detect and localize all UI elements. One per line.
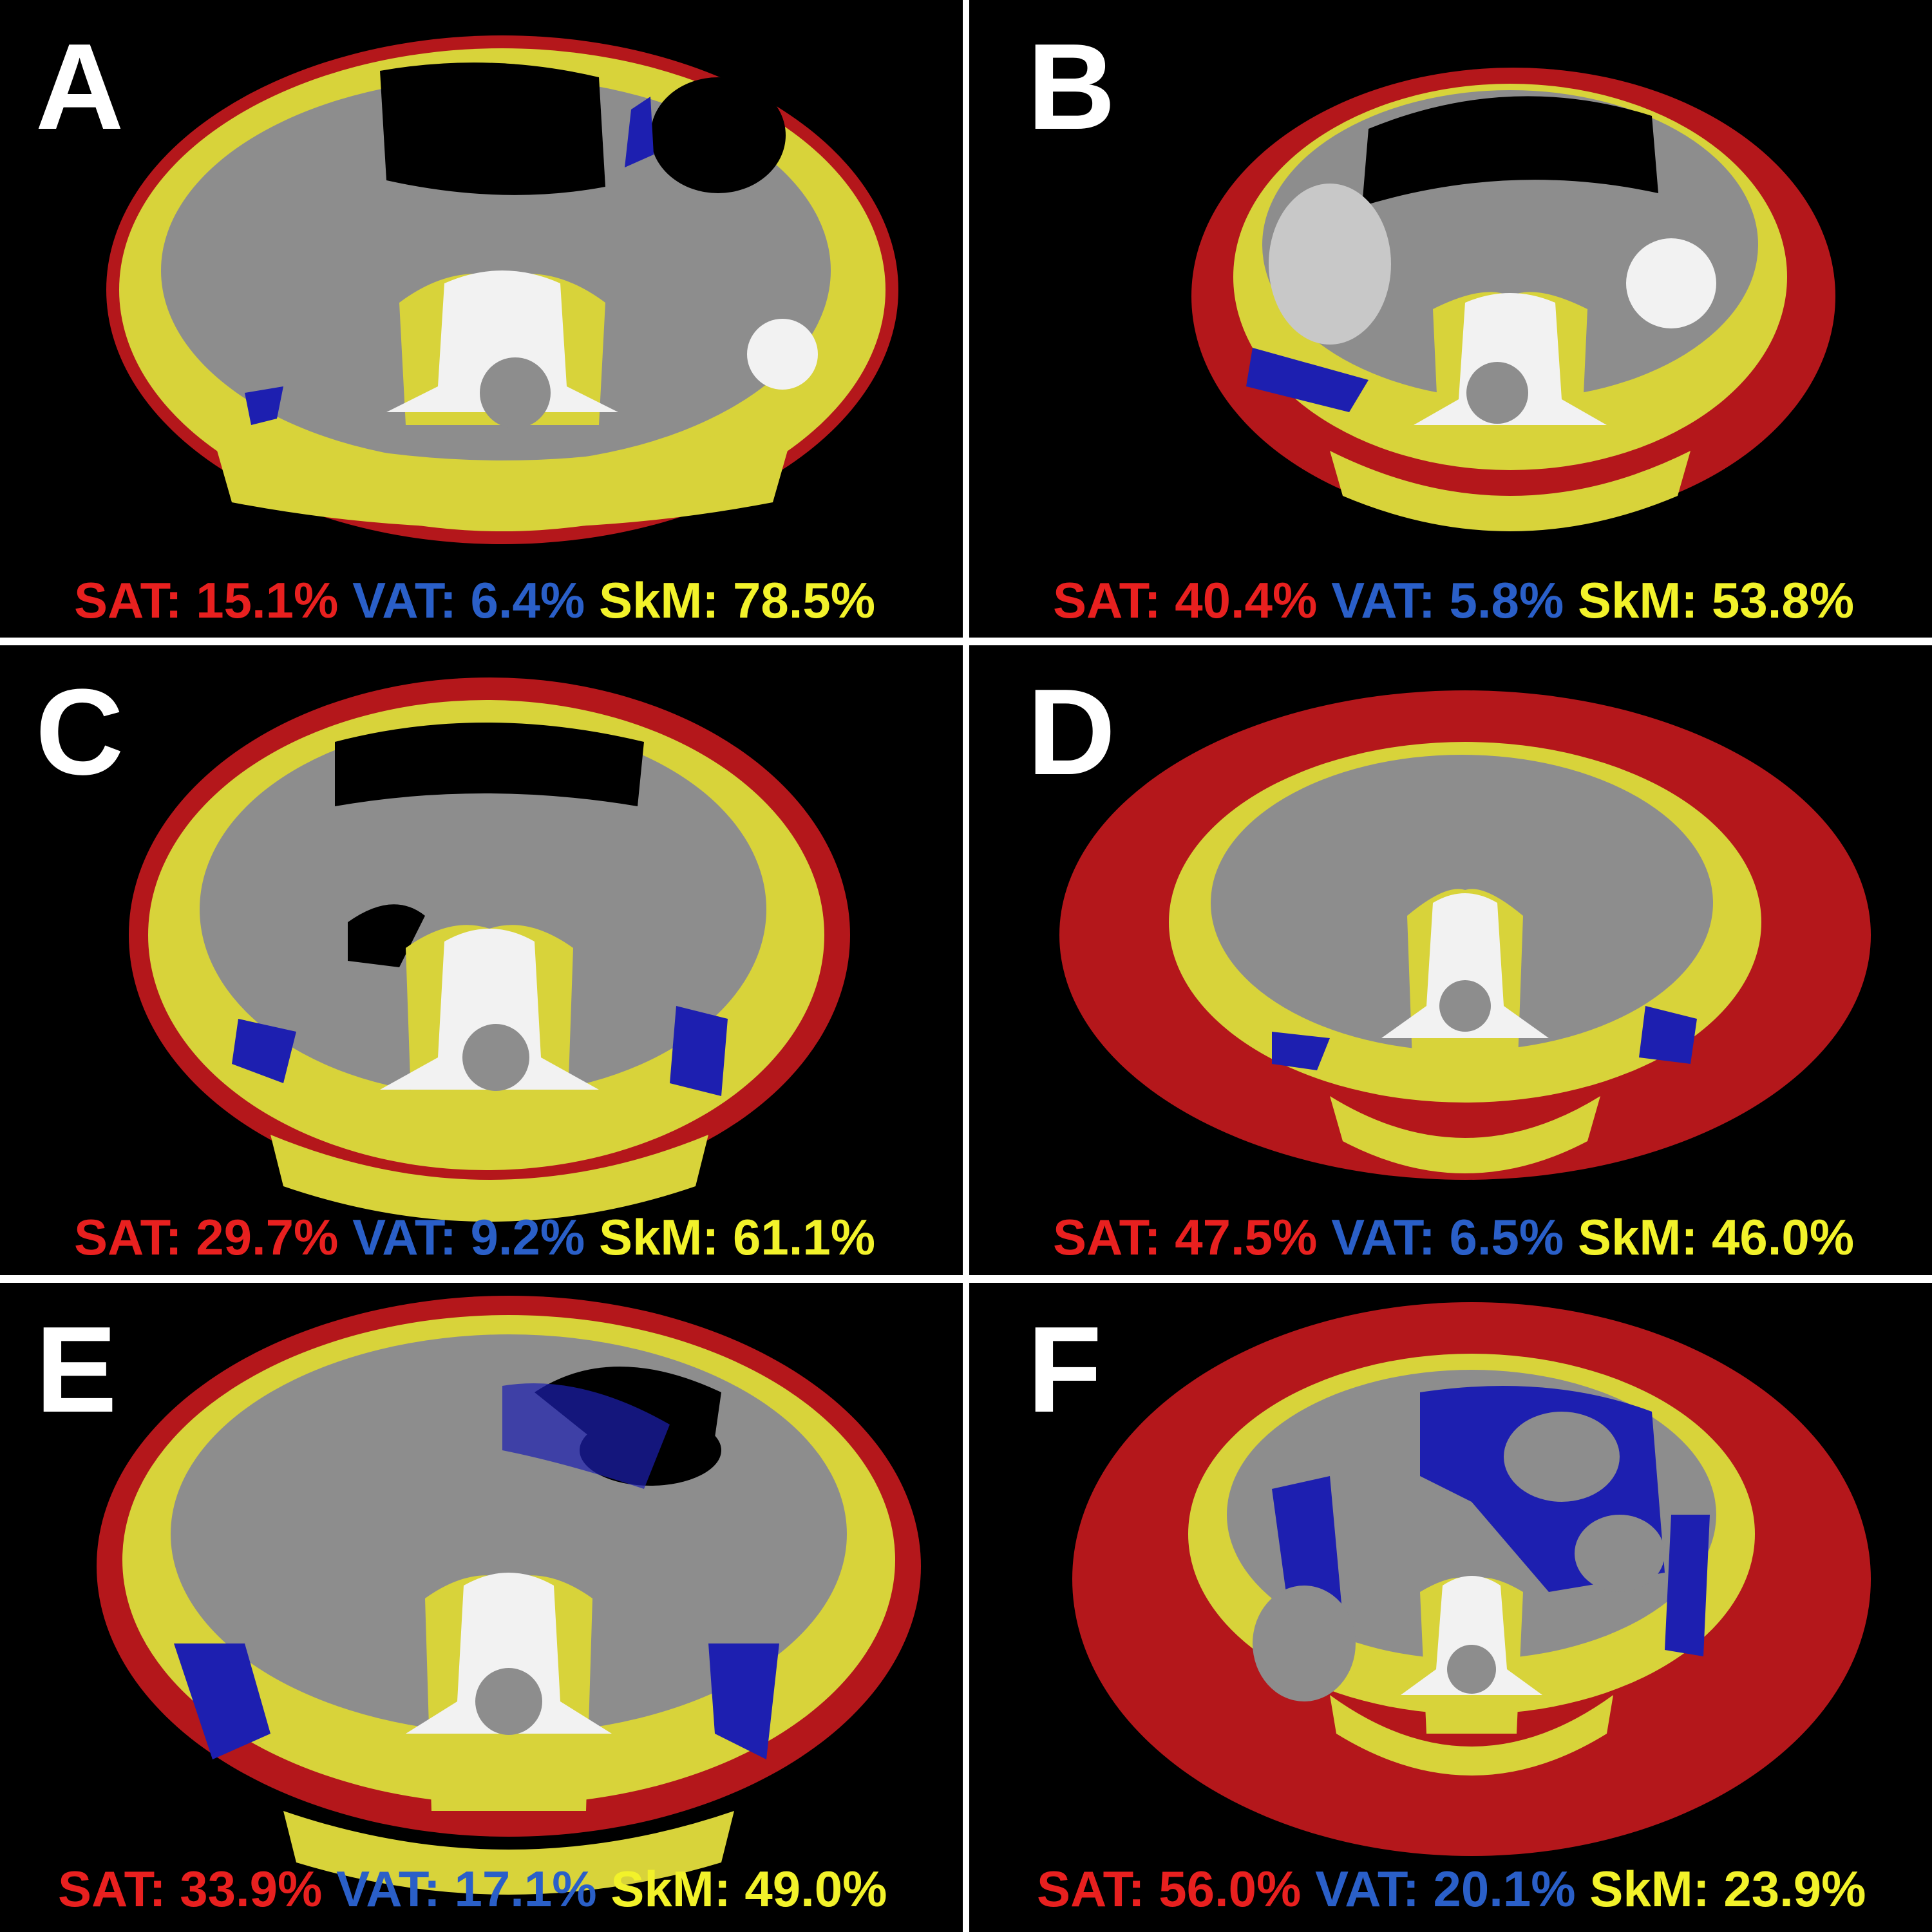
- sat-value: 47.5%: [1175, 1209, 1318, 1265]
- sat-value: 56.0%: [1159, 1861, 1302, 1917]
- ct-scan-e: [97, 1296, 921, 1895]
- panel-c: C SAT: 29.7% VAT: 9.2% SkM: 61.1%: [0, 645, 963, 1275]
- vat-label: VAT:: [1331, 1209, 1435, 1265]
- vat-value: 6.4%: [470, 572, 585, 629]
- sat-label: SAT:: [58, 1861, 166, 1917]
- vat-label: VAT:: [352, 572, 457, 629]
- ct-scan-f: [1072, 1302, 1871, 1856]
- sat-value: 40.4%: [1175, 572, 1318, 629]
- skm-label: SkM:: [1577, 1209, 1698, 1265]
- panel-letter: E: [35, 1302, 117, 1438]
- vat-label: VAT:: [1331, 572, 1435, 629]
- ct-scan-d: [1059, 690, 1871, 1180]
- vat-label: VAT:: [336, 1861, 440, 1917]
- skm-value: 53.8%: [1712, 572, 1855, 629]
- sat-label: SAT:: [1053, 1209, 1161, 1265]
- ct-scan-a: [106, 35, 898, 544]
- panel-caption: SAT: 40.4% VAT: 5.8% SkM: 53.8%: [1053, 575, 1854, 625]
- panel-caption: SAT: 56.0% VAT: 20.1% SkM: 23.9%: [1037, 1864, 1866, 1914]
- vat-value: 20.1%: [1433, 1861, 1576, 1917]
- vat-value: 17.1%: [454, 1861, 597, 1917]
- sat-label: SAT:: [74, 1209, 182, 1265]
- panel-letter: F: [1027, 1302, 1103, 1438]
- sat-value: 33.9%: [180, 1861, 323, 1917]
- skm-label: SkM:: [1577, 572, 1698, 629]
- vat-value: 5.8%: [1449, 572, 1564, 629]
- sat-value: 29.7%: [196, 1209, 339, 1265]
- skm-label: SkM:: [1589, 1861, 1710, 1917]
- ct-scan-b: [1191, 68, 1835, 531]
- vat-value: 6.5%: [1449, 1209, 1564, 1265]
- skm-value: 78.5%: [733, 572, 876, 629]
- panel-b: B SAT: 40.4% VAT: 5.8% SkM: 53.8%: [969, 0, 1932, 638]
- skm-value: 46.0%: [1712, 1209, 1855, 1265]
- sat-label: SAT:: [1053, 572, 1161, 629]
- panel-a: A SAT: 15.1% VAT: 6.4% SkM: 78.5%: [0, 0, 963, 638]
- skm-value: 49.0%: [744, 1861, 887, 1917]
- panel-caption: SAT: 29.7% VAT: 9.2% SkM: 61.1%: [74, 1212, 875, 1262]
- ct-scan-c: [129, 677, 850, 1222]
- row-separator: [0, 1275, 1932, 1283]
- vat-label: VAT:: [1315, 1861, 1419, 1917]
- panel-letter: D: [1027, 664, 1116, 800]
- panel-f: F SAT: 56.0% VAT: 20.1% SkM: 23.9%: [969, 1283, 1932, 1932]
- panel-e: E SAT: 33.9% VAT: 17.1% SkM: 49.0%: [0, 1283, 963, 1932]
- vat-value: 9.2%: [470, 1209, 585, 1265]
- panel-letter: B: [1027, 19, 1116, 155]
- sat-value: 15.1%: [196, 572, 339, 629]
- skm-value: 23.9%: [1723, 1861, 1866, 1917]
- sat-label: SAT:: [74, 572, 182, 629]
- panel-d: D SAT: 47.5% VAT: 6.5% SkM: 46.0%: [969, 645, 1932, 1275]
- panel-caption: SAT: 15.1% VAT: 6.4% SkM: 78.5%: [74, 575, 875, 625]
- panel-letter: C: [35, 664, 124, 800]
- sat-label: SAT:: [1037, 1861, 1145, 1917]
- panel-caption: SAT: 47.5% VAT: 6.5% SkM: 46.0%: [1053, 1212, 1854, 1262]
- vat-label: VAT:: [352, 1209, 457, 1265]
- panel-letter: A: [35, 19, 124, 155]
- skm-label: SkM:: [598, 1209, 719, 1265]
- row-separator: [0, 638, 1932, 645]
- panel-caption: SAT: 33.9% VAT: 17.1% SkM: 49.0%: [58, 1864, 887, 1914]
- skm-label: SkM:: [598, 572, 719, 629]
- skm-value: 61.1%: [733, 1209, 876, 1265]
- skm-label: SkM:: [611, 1861, 731, 1917]
